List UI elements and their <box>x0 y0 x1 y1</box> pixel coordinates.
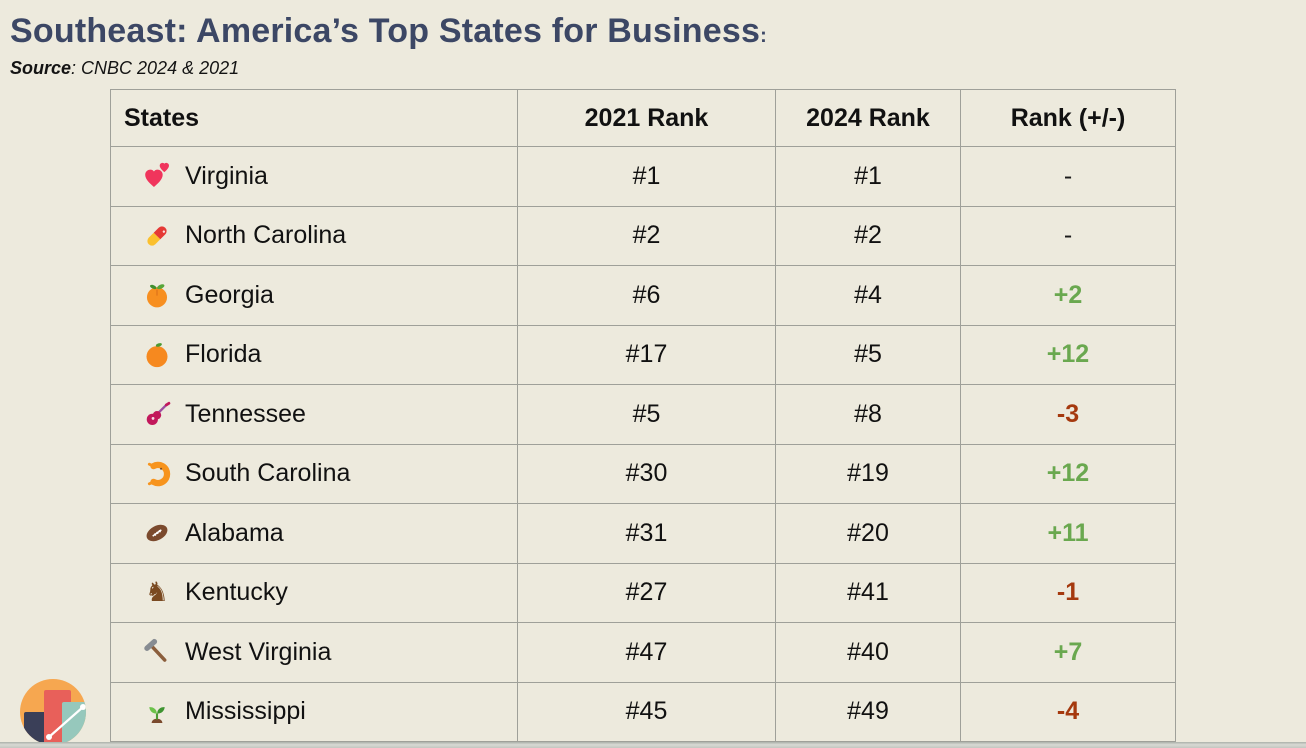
table-row: ♞ Kentucky #27 #41 -1 <box>110 562 1176 623</box>
state-cell: Tennessee <box>110 384 518 445</box>
rank-2024-cell: #49 <box>775 681 961 742</box>
rank-2024-cell: #20 <box>775 503 961 564</box>
state-name: Tennessee <box>185 399 306 428</box>
state-cell: Florida <box>110 324 518 385</box>
rank-2024-cell: #4 <box>775 265 961 326</box>
source-text: : CNBC 2024 & 2021 <box>71 58 240 78</box>
rank-2024-cell: #41 <box>775 562 961 623</box>
rank-2021-cell: #6 <box>517 265 776 326</box>
state-cell: ♞ Kentucky <box>110 562 518 623</box>
seedling-icon <box>143 698 171 726</box>
state-cell: West Virginia <box>110 622 518 683</box>
pill-icon <box>143 222 171 250</box>
rank-2021-cell: #27 <box>517 562 776 623</box>
column-header-2021-rank: 2021 Rank <box>517 89 776 147</box>
football-icon <box>143 519 171 547</box>
table-row: Florida #17 #5 +12 <box>110 324 1176 385</box>
state-name: Kentucky <box>185 578 288 607</box>
page-title: Southeast: America’s Top States for Busi… <box>10 12 767 51</box>
source-line: Source: CNBC 2024 & 2021 <box>10 58 239 79</box>
rank-2021-cell: #31 <box>517 503 776 564</box>
state-cell: Georgia <box>110 265 518 326</box>
rank-2024-cell: #40 <box>775 622 961 683</box>
rank-2021-cell: #17 <box>517 324 776 385</box>
table-row: North Carolina #2 #2 - <box>110 205 1176 266</box>
source-label: Source <box>10 58 72 78</box>
column-header-2024-rank: 2024 Rank <box>775 89 961 147</box>
rank-2024-cell: #2 <box>775 205 961 266</box>
chart-tool-logo <box>20 679 86 745</box>
page-title-text: Southeast: America’s Top States for Busi… <box>10 12 761 50</box>
rank-2024-cell: #8 <box>775 384 961 445</box>
state-name: Virginia <box>185 161 268 190</box>
rankings-table: States 2021 Rank 2024 Rank Rank (+/-) Vi… <box>110 89 1176 742</box>
rank-2021-cell: #30 <box>517 443 776 504</box>
rank-change-cell: -1 <box>960 562 1176 623</box>
rank-change-cell: - <box>960 146 1176 207</box>
rank-change-cell: +7 <box>960 622 1176 683</box>
rank-2021-cell: #5 <box>517 384 776 445</box>
guitar-icon <box>143 400 171 428</box>
state-name: Georgia <box>185 280 274 309</box>
rank-change-cell: -4 <box>960 681 1176 742</box>
horse-racing-icon: ♞ <box>144 576 170 608</box>
state-cell: North Carolina <box>110 205 518 266</box>
two-hearts-icon <box>143 162 171 190</box>
rank-change-cell: +11 <box>960 503 1176 564</box>
rank-change-cell: -3 <box>960 384 1176 445</box>
table-row: Alabama #31 #20 +11 <box>110 503 1176 564</box>
table-row: Georgia #6 #4 +2 <box>110 265 1176 326</box>
state-name: North Carolina <box>185 221 347 250</box>
state-cell: Alabama <box>110 503 518 564</box>
rank-change-cell: - <box>960 205 1176 266</box>
state-cell: South Carolina <box>110 443 518 504</box>
state-cell: Mississippi <box>110 681 518 742</box>
state-name: Florida <box>185 340 262 369</box>
page-title-colon: : <box>760 25 767 47</box>
state-name: South Carolina <box>185 459 351 488</box>
column-header-states: States <box>110 89 518 147</box>
rank-2021-cell: #45 <box>517 681 776 742</box>
table-row: Virginia #1 #1 - <box>110 146 1176 207</box>
column-header-rank-change: Rank (+/-) <box>960 89 1176 147</box>
state-name: Mississippi <box>185 697 306 726</box>
table-body: Virginia #1 #1 - North Carolina #2 #2 - … <box>110 146 1176 742</box>
rank-change-cell: +12 <box>960 443 1176 504</box>
rank-2024-cell: #1 <box>775 146 961 207</box>
rank-2021-cell: #1 <box>517 146 776 207</box>
rank-change-cell: +2 <box>960 265 1176 326</box>
rank-change-cell: +12 <box>960 324 1176 385</box>
state-name: West Virginia <box>185 637 332 666</box>
state-cell: Virginia <box>110 146 518 207</box>
table-row: Mississippi #45 #49 -4 <box>110 681 1176 742</box>
state-name: Alabama <box>185 518 284 547</box>
rank-2024-cell: #19 <box>775 443 961 504</box>
rank-2021-cell: #47 <box>517 622 776 683</box>
table-header-row: States 2021 Rank 2024 Rank Rank (+/-) <box>110 89 1176 147</box>
rank-2021-cell: #2 <box>517 205 776 266</box>
rank-2024-cell: #5 <box>775 324 961 385</box>
tangerine-icon <box>143 341 171 369</box>
shrimp-icon <box>143 460 171 488</box>
window-edge-strip <box>0 742 1306 748</box>
pick-icon <box>143 638 171 666</box>
logo-trend-line <box>46 704 86 740</box>
peach-icon <box>143 281 171 309</box>
table-row: South Carolina #30 #19 +12 <box>110 443 1176 504</box>
table-row: West Virginia #47 #40 +7 <box>110 622 1176 683</box>
table-row: Tennessee #5 #8 -3 <box>110 384 1176 445</box>
